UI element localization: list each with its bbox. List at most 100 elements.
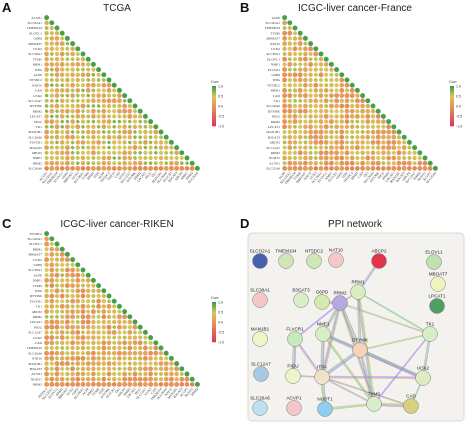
corr-ellipse (339, 119, 344, 124)
row-gene-label: SLCO2A1 (27, 237, 42, 241)
corr-ellipse (54, 257, 60, 262)
row-gene-label: TK1 (36, 125, 43, 129)
corr-ellipse (54, 288, 60, 294)
corr-ellipse (174, 377, 179, 382)
corr-ellipse (127, 356, 132, 361)
corr-ellipse (96, 330, 101, 335)
corr-ellipse (133, 130, 137, 134)
corr-ellipse (96, 93, 101, 98)
corr-ellipse (54, 103, 60, 109)
corr-ellipse (44, 377, 49, 382)
row-gene-label: B3GAT3 (30, 146, 43, 150)
corr-ellipse (381, 124, 386, 129)
corr-ellipse (339, 98, 344, 103)
corr-ellipse (328, 61, 334, 67)
corr-ellipse (303, 77, 308, 83)
corr-ellipse (96, 104, 101, 108)
corr-ellipse (122, 330, 127, 335)
corr-ellipse (360, 124, 365, 129)
corr-ellipse (70, 62, 75, 67)
corr-ellipse (313, 129, 319, 135)
row-gene-label: NT5DC2 (267, 83, 280, 87)
corr-ellipse (86, 304, 91, 309)
corr-ellipse (60, 135, 65, 140)
corr-ellipse (91, 156, 96, 160)
corr-ellipse (70, 124, 75, 129)
corr-ellipse (184, 371, 190, 377)
col-gene-label: PIGU (134, 387, 143, 396)
corr-ellipse (138, 151, 142, 155)
legend-color-step (212, 324, 216, 327)
corr-ellipse (59, 335, 65, 341)
legend-color-step (212, 102, 216, 105)
legend-color-step (212, 334, 216, 337)
corr-ellipse (101, 165, 107, 171)
corr-ellipse (143, 145, 148, 150)
corr-ellipse (96, 119, 101, 124)
corr-ellipse (303, 129, 308, 135)
corr-ellipse (80, 345, 86, 351)
corr-ellipse (308, 46, 314, 52)
corr-ellipse (184, 166, 190, 171)
corr-ellipse (91, 314, 96, 319)
corr-ellipse (386, 150, 391, 156)
panel-d: D PPI network SLCO2A1 TMEM104 NT5DC2 NAT10 A… (238, 216, 472, 426)
corr-ellipse (148, 371, 153, 377)
corr-ellipse (292, 160, 298, 166)
corr-ellipse (313, 93, 318, 98)
corr-ellipse (376, 145, 381, 150)
corr-ellipse (308, 145, 313, 150)
corr-ellipse (365, 113, 371, 119)
corr-ellipse (54, 345, 60, 351)
corr-ellipse (49, 319, 55, 325)
corr-ellipse (111, 82, 117, 88)
corr-ellipse (282, 150, 287, 155)
col-gene-label: NUDT1 (417, 171, 427, 182)
corr-ellipse (65, 314, 70, 320)
corr-ellipse (59, 150, 65, 156)
corr-ellipse (143, 140, 148, 145)
corr-ellipse (308, 134, 314, 140)
corr-ellipse (54, 77, 60, 83)
corr-ellipse (127, 335, 132, 340)
corr-ellipse (308, 155, 313, 161)
row-gene-label: FLVCR1 (268, 68, 281, 72)
corr-ellipse (96, 83, 101, 88)
corr-ellipse (360, 114, 365, 119)
corr-ellipse (91, 340, 96, 346)
corr-ellipse (132, 166, 138, 171)
corr-ellipse (127, 361, 132, 366)
corr-ellipse (402, 156, 407, 160)
panel-c: C ICGC-liver cancer-RIKEN NT5DC2 SLCO2A1 E… (0, 216, 234, 426)
corr-ellipse (60, 288, 65, 293)
corr-ellipse (75, 67, 80, 72)
network-node (252, 400, 268, 416)
corr-ellipse (75, 382, 81, 387)
corr-ellipse (80, 51, 86, 57)
col-gene-label: RRM2 (185, 171, 194, 181)
corr-ellipse (106, 350, 112, 356)
corr-ellipse (292, 51, 298, 57)
corr-ellipse (344, 155, 350, 161)
corr-ellipse (287, 114, 293, 119)
corr-ellipse (282, 135, 287, 140)
corr-ellipse (308, 77, 313, 83)
corr-ellipse (163, 381, 169, 387)
corr-ellipse (60, 77, 65, 83)
corr-ellipse (138, 372, 143, 376)
corr-ellipse (349, 114, 355, 119)
legend-color-step (212, 326, 216, 329)
corr-ellipse (137, 324, 143, 330)
corr-ellipse (350, 150, 355, 155)
corr-ellipse (101, 366, 106, 371)
corr-ellipse (308, 150, 313, 155)
corr-ellipse (168, 376, 174, 382)
corr-ellipse (44, 371, 50, 377)
legend-color-step (212, 314, 216, 317)
row-gene-label: SLCO2A1 (27, 21, 42, 25)
corr-ellipse (107, 299, 111, 304)
col-gene-label: NUDT1 (184, 387, 194, 398)
corr-ellipse (49, 277, 55, 283)
corr-ellipse (65, 366, 70, 371)
corr-ellipse (44, 119, 49, 124)
